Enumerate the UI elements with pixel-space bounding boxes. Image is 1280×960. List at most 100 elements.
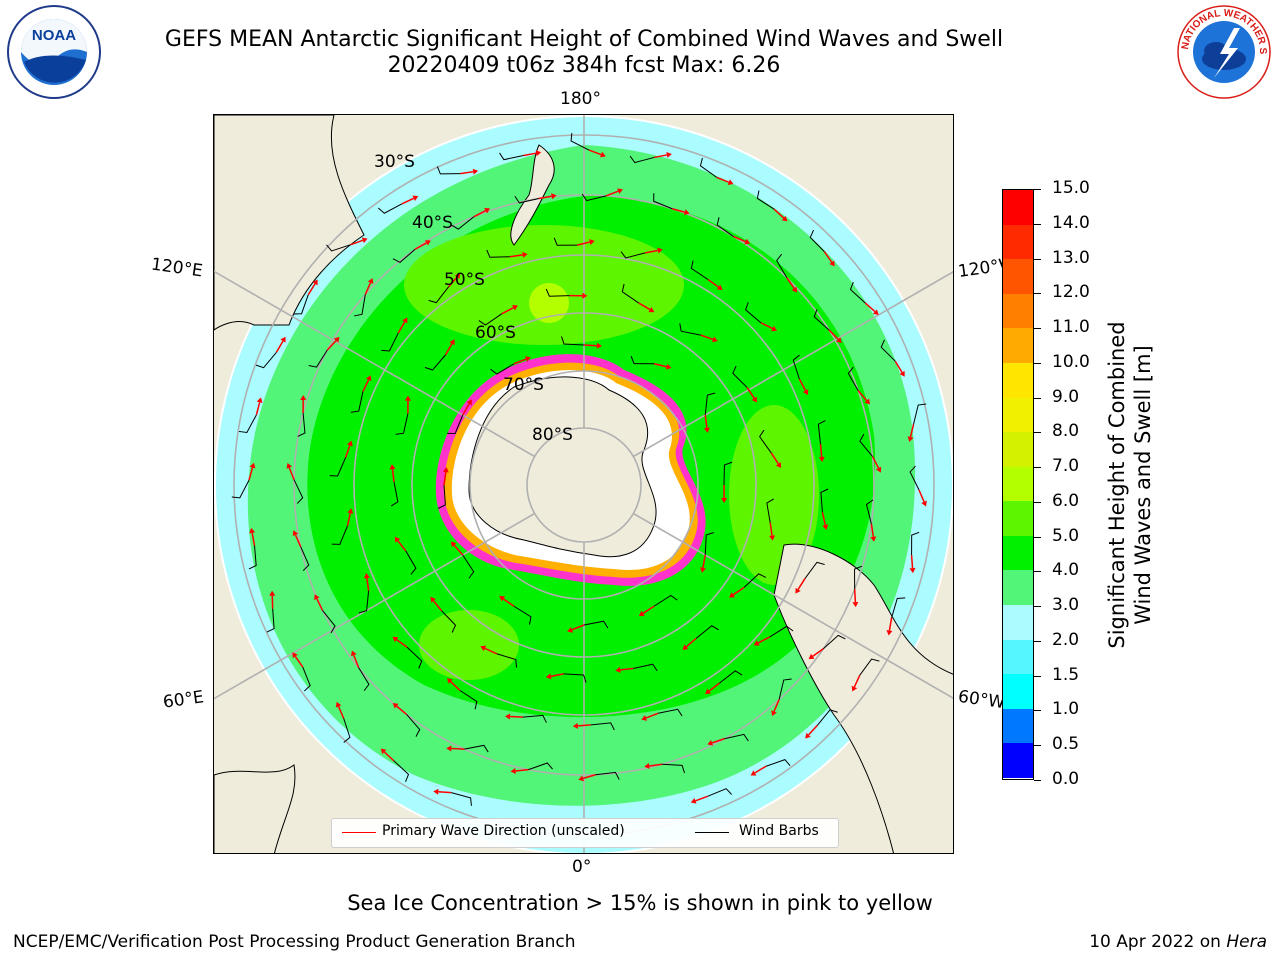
wave-direction-arrowhead — [446, 745, 452, 752]
colorbar-tick-mark — [1034, 467, 1041, 469]
colorbar-tick-label: 8.0 — [1052, 421, 1080, 442]
wave-direction-arrow — [397, 540, 407, 552]
meridian-line — [214, 512, 536, 700]
wind-barb — [406, 714, 421, 737]
wave-direction-arrowhead — [682, 644, 689, 651]
wave-direction-arrow — [473, 210, 486, 218]
colorbar-tick-mark — [1034, 328, 1041, 330]
wave-direction-arrowhead — [822, 524, 829, 530]
wind-barb — [859, 433, 873, 457]
wave-direction-arrow — [501, 307, 514, 315]
wind-barb — [428, 286, 449, 304]
wave-direction-arrow — [538, 195, 552, 200]
wave-direction-arrow — [853, 589, 857, 603]
wave-direction-arrow — [808, 724, 818, 736]
wave-direction-arrowhead — [392, 636, 399, 643]
wave-direction-arrowhead — [836, 337, 842, 343]
wave-direction-arrowhead — [870, 536, 877, 542]
wave-direction-arrow — [857, 390, 868, 402]
wave-direction-arrowhead — [404, 395, 411, 401]
wind-barb — [595, 771, 620, 780]
colorbar-tick-mark — [1034, 675, 1041, 677]
wave-direction-arrow — [695, 795, 708, 802]
wave-direction-arrow — [733, 235, 746, 243]
wave-direction-arrow — [645, 712, 659, 719]
wave-direction-arrow — [798, 378, 807, 391]
colorbar-tick-mark — [1034, 432, 1041, 434]
colorbar-tick-label: 0.0 — [1052, 769, 1080, 789]
wave-direction-arrowhead — [596, 342, 602, 349]
wave-direction-arrowhead — [504, 713, 511, 720]
wave-direction-arrowhead — [249, 527, 256, 534]
wave-direction-arrowhead — [394, 536, 401, 543]
colorbar-tick-mark — [1034, 189, 1041, 190]
wave-direction-arrow — [577, 241, 590, 246]
wind-barb — [350, 391, 364, 413]
wave-direction-arrowhead — [361, 237, 368, 244]
wave-direction-arrowhead — [292, 652, 298, 659]
wave-direction-arrowhead — [499, 596, 506, 602]
wind-barb — [809, 229, 825, 252]
graticule — [214, 115, 953, 853]
wave-direction-arrowhead — [525, 356, 531, 362]
wave-band-5-6m-west — [419, 610, 519, 680]
wind-barb — [381, 332, 399, 352]
wind-barb — [513, 605, 532, 625]
wave-direction-arrowhead — [771, 710, 777, 717]
map-canvas — [214, 115, 953, 853]
wave-direction-arrow — [251, 532, 256, 546]
lon-label-60w: 60°W — [956, 686, 1007, 714]
wave-direction-arrow — [364, 282, 372, 295]
wave-direction-arrow — [588, 149, 602, 156]
wave-direction-arrowhead — [589, 239, 595, 245]
wave-direction-arrowhead — [750, 770, 757, 776]
colorbar-tick-mark — [1034, 606, 1041, 608]
wind-barb — [231, 479, 250, 499]
wave-direction-arrow — [307, 283, 316, 296]
wave-direction-arrow — [350, 239, 364, 246]
wave-direction-arrowhead — [705, 688, 711, 695]
wave-direction-arrow — [823, 251, 833, 263]
wave-direction-arrowhead — [690, 798, 697, 804]
wave-direction-arrowhead — [781, 215, 788, 222]
wind-barb — [354, 294, 366, 317]
wave-direction-arrow — [702, 554, 706, 568]
legend-wave-direction-line — [342, 832, 376, 833]
wind-barb — [395, 413, 409, 435]
colorbar-tick-mark — [1034, 501, 1041, 503]
wind-barb — [405, 550, 417, 575]
wave-direction-arrow — [711, 738, 725, 744]
wave-direction-arrow — [654, 154, 668, 159]
wave-direction-arrow — [401, 197, 415, 205]
wave-direction-arrowhead — [582, 292, 588, 299]
wave-direction-arrow — [707, 278, 719, 288]
wind-barb — [630, 355, 655, 365]
wind-barb — [804, 561, 825, 579]
wind-barb — [662, 763, 686, 774]
colorbar-tick-mark — [1034, 745, 1041, 747]
wave-direction-arrowhead — [256, 397, 263, 404]
wave-direction-arrowhead — [447, 678, 453, 684]
wave-direction-arrowhead — [716, 284, 723, 290]
wave-direction-arrow — [757, 636, 771, 644]
colorbar-tick-mark — [1034, 640, 1041, 642]
wave-direction-arrow — [653, 363, 667, 368]
colorbar-segment — [1003, 432, 1033, 468]
wind-barb — [847, 366, 859, 392]
wind-barb — [880, 339, 896, 362]
footer-date-text: 10 Apr 2022 on — [1089, 932, 1221, 952]
lon-label-120e: 120°E — [149, 254, 204, 282]
colorbar-segment — [1003, 328, 1033, 364]
footer-date: 10 Apr 2022 on Hera — [1089, 932, 1267, 952]
wave-direction-arrowhead — [535, 150, 542, 157]
colorbar-tick-label: 9.0 — [1052, 386, 1080, 407]
wind-barb — [377, 203, 403, 214]
colorbar-tick-label: 2.0 — [1052, 629, 1080, 650]
wave-direction-arrow — [294, 534, 302, 548]
wind-barb — [859, 658, 880, 676]
wave-direction-arrowhead — [380, 748, 387, 755]
wave-direction-arrow — [397, 321, 406, 334]
sea-ice-caption: Sea Ice Concentration > 15% is shown in … — [347, 891, 933, 915]
wind-barb — [813, 309, 830, 331]
wave-direction-arrow — [812, 648, 824, 657]
